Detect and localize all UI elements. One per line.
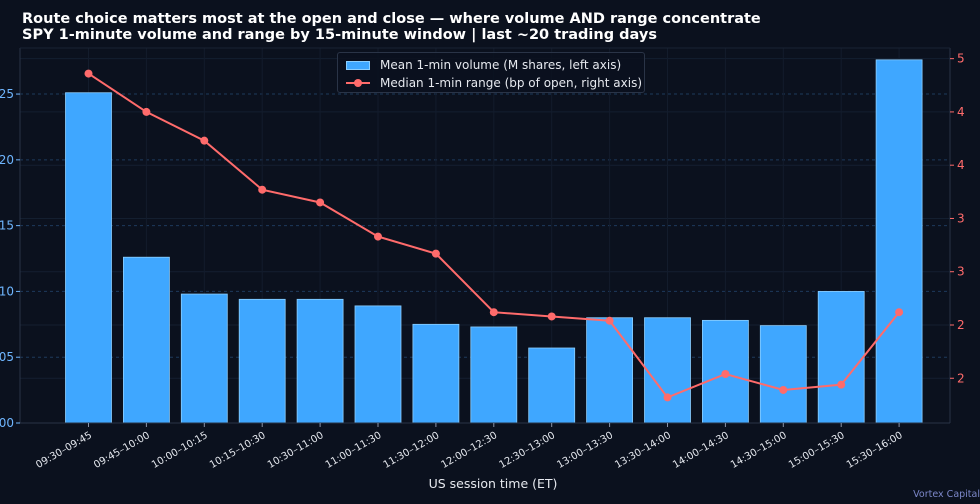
right-tick-label: 5 — [957, 52, 965, 66]
range-point — [431, 249, 440, 258]
volume-bar — [817, 291, 865, 424]
legend: Mean 1-min volume (M shares, left axis) … — [337, 52, 645, 93]
right-tick-label: 4 — [957, 158, 965, 172]
x-tick-label: 12:30–13:00 — [497, 430, 557, 471]
right-tick-label: 3 — [957, 265, 965, 279]
range-point — [837, 380, 846, 389]
volume-bar — [65, 92, 112, 424]
volume-bar — [875, 59, 923, 424]
x-tick-label: 10:00–10:15 — [150, 430, 210, 471]
x-tick-label: 11:30–12:00 — [382, 430, 442, 471]
legend-bar-swatch — [346, 60, 370, 70]
x-tick-label: 13:30–14:00 — [613, 430, 673, 471]
credit-text: Vortex Capital — [913, 489, 980, 500]
range-point — [605, 316, 614, 325]
range-point — [374, 232, 382, 241]
volume-bar — [354, 305, 402, 424]
legend-item-range: Median 1-min range (bp of open, right ax… — [346, 75, 642, 91]
axes — [19, 47, 951, 424]
volume-bar — [528, 347, 576, 424]
volume-bar — [759, 325, 807, 424]
x-axis-label: US session time (ET) — [428, 476, 558, 491]
right-tick-label: 3 — [957, 211, 965, 225]
range-point — [489, 308, 498, 317]
legend-item-volume: Mean 1-min volume (M shares, left axis) — [346, 57, 621, 73]
legend-line-swatch — [346, 78, 370, 88]
volume-bar — [412, 323, 460, 424]
left-tick-label: 25 — [0, 87, 14, 101]
left-tick-label: 20 — [0, 153, 14, 167]
range-point — [779, 385, 788, 394]
x-tick-label: 13:00–13:30 — [555, 430, 615, 471]
x-tick-label: 09:30–09:45 — [34, 430, 94, 471]
range-point — [316, 198, 325, 207]
left-tick-label: 00 — [0, 416, 14, 430]
legend-label-range: Median 1-min range (bp of open, right ax… — [380, 76, 642, 90]
x-tick-label: 12:00–12:30 — [440, 430, 500, 471]
chart-subtitle: SPY 1-minute volume and range by 15-minu… — [22, 27, 657, 43]
x-tick-label: 10:30–11:00 — [266, 430, 326, 471]
range-line — [84, 69, 904, 402]
x-tick-label: 14:30–15:00 — [729, 430, 789, 471]
x-tick-label: 14:00–14:30 — [671, 430, 731, 471]
legend-label-volume: Mean 1-min volume (M shares, left axis) — [380, 58, 622, 72]
right-tick-label: 2 — [957, 371, 965, 385]
volume-bar — [238, 298, 286, 424]
volume-bar — [123, 256, 170, 424]
volume-bar — [644, 317, 691, 424]
x-tick-label: 11:00–11:30 — [324, 430, 384, 471]
volume-bar — [586, 317, 633, 424]
left-tick-label: 05 — [0, 350, 14, 364]
volume-bar — [180, 293, 228, 424]
x-tick-label: 15:30–16:00 — [845, 430, 905, 471]
range-point — [663, 393, 672, 402]
range-point — [84, 69, 93, 78]
right-tick-label: 4 — [957, 105, 965, 119]
left-tick-label: 10 — [0, 284, 14, 298]
volume-bar — [296, 298, 344, 424]
range-point — [721, 369, 730, 378]
left-tick-label: 15 — [0, 219, 14, 233]
range-point — [200, 136, 209, 145]
volume-bar — [470, 326, 518, 424]
range-point — [258, 185, 267, 194]
range-point — [142, 107, 151, 116]
x-tick-label: 09:45–10:00 — [92, 430, 152, 471]
x-tick-label: 15:00–15:30 — [787, 430, 847, 471]
range-point — [895, 308, 904, 317]
x-tick-label: 10:15–10:30 — [208, 430, 268, 471]
range-point — [547, 312, 556, 321]
right-tick-label: 2 — [957, 318, 965, 332]
chart-title: Route choice matters most at the open an… — [22, 11, 761, 27]
